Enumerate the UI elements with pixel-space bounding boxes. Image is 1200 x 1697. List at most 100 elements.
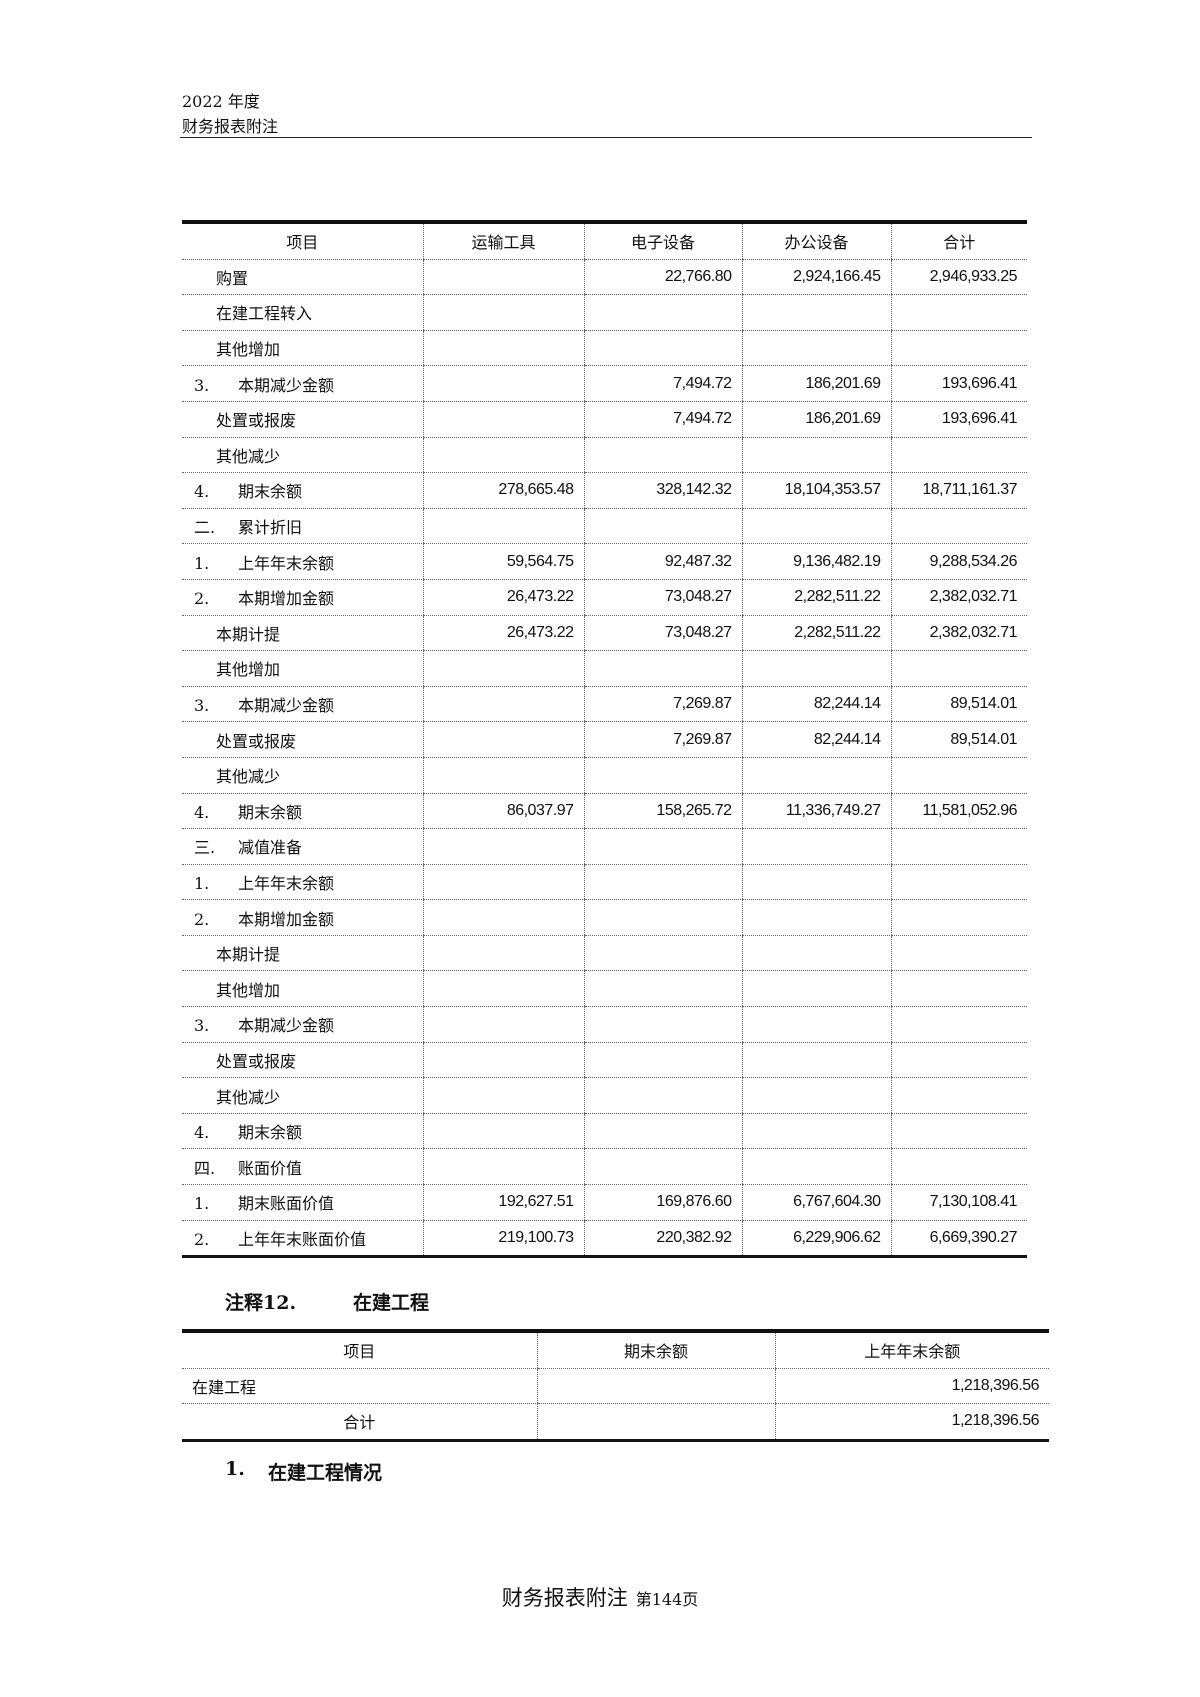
row-number: 1. <box>194 1194 210 1214</box>
value-cell <box>422 935 584 972</box>
value-cell <box>890 330 1027 367</box>
subheading-number: 1. <box>225 1458 245 1480</box>
row-label: 二. 累计折旧 <box>182 508 423 545</box>
value-cell <box>890 899 1027 936</box>
row-number: 4. <box>194 802 210 822</box>
value-cell <box>583 330 742 367</box>
header-title: 财务报表附注 <box>182 117 279 136</box>
table-header-row: 项目 运输工具 电子设备 办公设备 合计 <box>182 222 1027 260</box>
table-row: 本期计提 <box>182 935 1027 972</box>
value-cell <box>741 1113 891 1150</box>
table-row: 在建工程转入 <box>182 294 1027 331</box>
value-cell <box>890 294 1027 331</box>
table-row: 四. 账面价值 <box>182 1148 1027 1186</box>
row-number: 四. <box>194 1158 216 1178</box>
row-number: 1. <box>194 873 210 893</box>
table-row: 本期计提 26,473.22 73,048.27 2,282,511.22 2,382,… <box>182 615 1027 652</box>
value-cell <box>741 935 891 972</box>
value-cell: 6,767,604.30 <box>741 1184 891 1221</box>
value-cell <box>583 757 742 794</box>
row-number: 4. <box>194 1123 210 1143</box>
row-label: 4. 期末余额 <box>182 472 423 509</box>
value-cell <box>890 650 1027 687</box>
value-cell <box>741 864 891 901</box>
row-label: 2. 本期增加金额 <box>182 899 423 936</box>
value-cell: 6,669,390.27 <box>890 1220 1027 1258</box>
row-number: 三. <box>194 838 216 858</box>
column-header: 期末余额 <box>536 1331 775 1369</box>
value-cell <box>583 1077 742 1114</box>
value-cell: 82,244.14 <box>741 721 891 758</box>
value-cell <box>583 508 742 545</box>
row-label-text: 其他增加 <box>216 340 281 360</box>
row-label-text: 本期减少金额 <box>238 696 335 716</box>
value-cell <box>741 828 891 865</box>
value-cell <box>583 899 742 936</box>
table-row: 三. 减值准备 <box>182 828 1027 865</box>
footer-title: 财务报表附注 <box>501 1586 628 1610</box>
value-cell <box>741 1077 891 1114</box>
row-number: 二. <box>194 518 216 538</box>
value-cell: 2,282,511.22 <box>741 615 891 652</box>
value-cell: 1,218,396.56 <box>774 1368 1049 1405</box>
fixed-assets-table: 项目 运输工具 电子设备 办公设备 合计 购置 22,766.80 2,924,166.45 2… <box>182 220 1027 1259</box>
value-cell <box>422 259 584 296</box>
value-cell <box>741 1042 891 1079</box>
value-cell <box>583 935 742 972</box>
value-cell <box>422 864 584 901</box>
table-row: 1. 上年年末余额 59,564.75 92,487.32 9,136,482.19 9,… <box>182 543 1027 580</box>
row-label: 3. 本期减少金额 <box>182 1006 423 1043</box>
value-cell <box>890 828 1027 865</box>
value-cell: 7,494.72 <box>583 365 742 402</box>
value-cell <box>741 970 891 1008</box>
value-cell: 18,711,161.37 <box>890 472 1027 509</box>
row-label: 处置或报废 <box>182 1042 423 1079</box>
value-cell <box>741 757 891 794</box>
row-label: 1. 上年年末余额 <box>182 864 423 901</box>
row-label-text: 本期增加金额 <box>238 909 335 929</box>
table-row: 购置 22,766.80 2,924,166.45 2,946,933.25 <box>182 259 1027 296</box>
value-cell <box>890 1113 1027 1150</box>
value-cell <box>741 899 891 936</box>
note-number: 注释12. <box>225 1292 297 1314</box>
table-row: 其他增加 <box>182 650 1027 687</box>
value-cell: 186,201.69 <box>741 365 891 402</box>
row-label-text: 本期计提 <box>216 624 281 644</box>
value-cell: 169,876.60 <box>583 1184 742 1221</box>
row-label-text: 其他减少 <box>216 767 281 787</box>
construction-in-progress-table: 项目 期末余额 上年年末余额 在建工程 1,218,396.56 合计 1,218,396.… <box>182 1329 1049 1442</box>
value-cell <box>536 1403 775 1441</box>
value-cell <box>536 1368 775 1405</box>
row-number: 3. <box>194 1016 210 1036</box>
row-number: 2. <box>194 1229 210 1249</box>
value-cell <box>890 935 1027 972</box>
value-cell <box>422 365 584 402</box>
table-row: 处置或报废 <box>182 1042 1027 1079</box>
value-cell: 82,244.14 <box>741 686 891 723</box>
value-cell: 11,336,749.27 <box>741 793 891 830</box>
value-cell: 7,269.87 <box>583 721 742 758</box>
row-label: 四. 账面价值 <box>182 1148 423 1186</box>
value-cell: 18,104,353.57 <box>741 472 891 509</box>
value-cell <box>422 1006 584 1043</box>
table-row: 2. 本期增加金额 26,473.22 73,048.27 2,282,511.22 2,… <box>182 579 1027 616</box>
row-label-text: 期末余额 <box>238 802 303 822</box>
value-cell <box>583 650 742 687</box>
value-cell: 59,564.75 <box>422 543 584 580</box>
page-number: 第144页 <box>635 1590 699 1609</box>
row-label-text: 购置 <box>216 268 249 288</box>
value-cell: 26,473.22 <box>422 615 584 652</box>
row-label: 购置 <box>182 259 423 296</box>
column-header: 上年年末余额 <box>774 1331 1049 1369</box>
value-cell <box>422 899 584 936</box>
value-cell <box>583 1042 742 1079</box>
row-label-text: 账面价值 <box>238 1158 303 1178</box>
column-header: 项目 <box>182 1331 537 1369</box>
value-cell: 220,382.92 <box>583 1220 742 1258</box>
column-header: 电子设备 <box>583 222 742 260</box>
table-header-row: 项目 期末余额 上年年末余额 <box>182 1331 1049 1369</box>
value-cell <box>741 437 891 474</box>
value-cell: 219,100.73 <box>422 1220 584 1258</box>
value-cell <box>583 1113 742 1150</box>
